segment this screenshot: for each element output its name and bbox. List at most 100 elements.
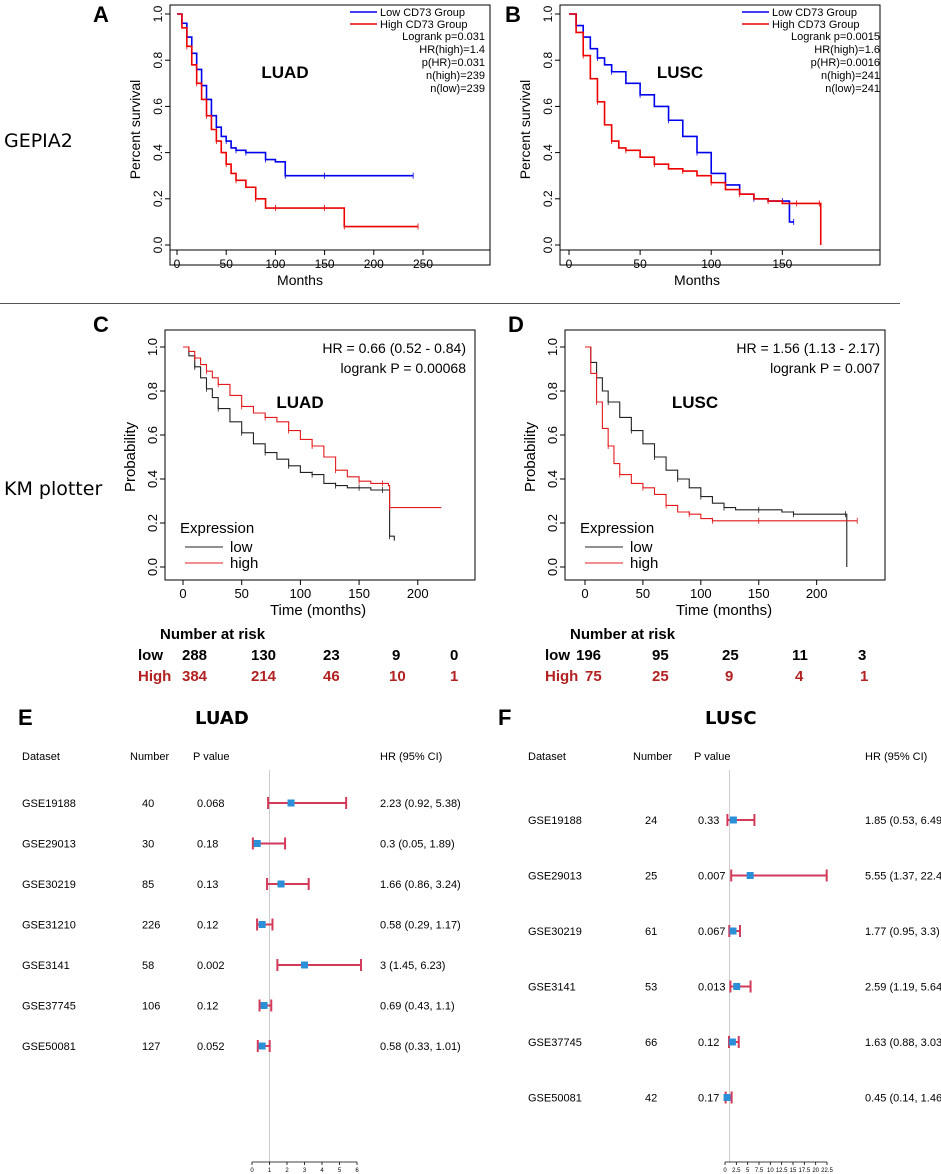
- panel-letter-c: C: [93, 312, 109, 337]
- e-hr-point: [260, 1002, 268, 1009]
- e-hr-point: [258, 921, 266, 928]
- e-hr-point: [287, 799, 295, 807]
- risk-high-value: 10: [389, 668, 406, 685]
- a-x-tick-label: 100: [265, 257, 285, 271]
- a-plot-frame: [169, 4, 491, 266]
- d-stat-text: logrank P = 0.007: [770, 360, 880, 376]
- e-row-pvalue: 0.068: [197, 798, 225, 810]
- f-hr-point: [723, 1094, 731, 1101]
- e-row-number: 58: [142, 960, 154, 972]
- e-row-pvalue: 0.12: [197, 1001, 218, 1013]
- e-column-header: Dataset: [22, 751, 60, 763]
- f-row-dataset: GSE29013: [528, 871, 582, 883]
- f-row-dataset: GSE50081: [528, 1093, 582, 1105]
- b-stat-text: n(low)=241: [825, 83, 880, 95]
- b-y-tick-label: 0.4: [541, 144, 555, 161]
- e-row-number: 30: [142, 839, 154, 851]
- b-stat-text: Logrank p=0.0015: [791, 31, 880, 43]
- a-legend-label: High CD73 Group: [380, 19, 467, 31]
- b-y-tick-label: 1.0: [541, 5, 555, 22]
- b-x-axis-label: Months: [674, 272, 720, 288]
- f-hr-point: [733, 983, 741, 990]
- e-row-dataset: GSE30219: [22, 879, 76, 891]
- e-row-pvalue: 0.002: [197, 960, 225, 972]
- risk-low-label: low: [138, 647, 163, 664]
- e-row-hr-label: 0.69 (0.43, 1.1): [380, 1001, 455, 1013]
- f-hr-point: [729, 927, 737, 935]
- e-row-hr-label: 3 (1.45, 6.23): [380, 960, 445, 972]
- f-x-tick-label: 7.5: [755, 1168, 764, 1174]
- a-y-tick-label: 0.4: [151, 144, 165, 161]
- c-y-axis-label: Probability: [122, 421, 139, 492]
- d-y-axis-label: Probability: [522, 421, 539, 492]
- e-row-pvalue: 0.13: [197, 879, 218, 891]
- panel-letter-b: B: [505, 2, 521, 27]
- forest-title-lusc: LUSC: [705, 708, 757, 729]
- risk-high-value: 46: [323, 668, 340, 685]
- a-stat-text: Logrank p=0.031: [402, 31, 485, 43]
- f-row-dataset: GSE37745: [528, 1037, 582, 1049]
- f-row-pvalue: 0.33: [698, 815, 719, 827]
- f-column-header: P value: [694, 751, 731, 763]
- d-x-axis-label: Time (months): [676, 602, 772, 619]
- e-row-dataset: GSE37745: [22, 1001, 76, 1013]
- f-row-number: 42: [645, 1093, 657, 1105]
- b-y-tick-label: 0.2: [541, 190, 555, 207]
- a-y-axis-label: Percent survival: [127, 80, 143, 180]
- panel-letter-f: F: [498, 705, 512, 730]
- f-row-pvalue: 0.013: [698, 982, 726, 994]
- d-curve-low: [585, 346, 848, 567]
- risk-high-value: 25: [652, 668, 669, 685]
- f-x-tick-label: 10: [767, 1168, 774, 1174]
- c-stat-text: logrank P = 0.00068: [341, 360, 467, 376]
- a-curve-low-cd73-group: [177, 13, 414, 177]
- risk-high-value: 1: [860, 668, 869, 685]
- c-y-tick-label: 0.6: [145, 426, 160, 444]
- d-cohort-label: LUSC: [672, 393, 718, 412]
- b-stat-text: p(HR)=0.0016: [811, 57, 880, 69]
- risk-low-value: 0: [450, 647, 459, 664]
- risk-high-value: 214: [251, 668, 277, 685]
- c-x-axis-label: Time (months): [270, 602, 366, 619]
- e-row-pvalue: 0.052: [197, 1041, 225, 1053]
- risk-high-value: 4: [795, 668, 804, 685]
- f-row-hr-label: 2.59 (1.19, 5.64): [865, 982, 941, 994]
- f-row-number: 24: [645, 815, 657, 827]
- c-x-tick-label: 200: [407, 586, 429, 601]
- f-row-dataset: GSE3141: [528, 982, 576, 994]
- risk-table-luad: Number at risk low 288 130 23 9 0 High 3…: [130, 626, 490, 689]
- e-hr-point: [301, 961, 308, 969]
- f-x-tick-label: 15: [790, 1168, 797, 1174]
- a-x-tick-label: 50: [220, 257, 234, 271]
- f-row-dataset: GSE30219: [528, 926, 582, 938]
- f-x-tick-label: 5: [746, 1168, 750, 1174]
- f-column-header: Number: [633, 751, 672, 763]
- risk-low-value: 288: [182, 647, 208, 664]
- c-y-tick-label: 0.0: [145, 558, 160, 576]
- b-curve-high-cd73-group: [569, 13, 822, 245]
- risk-high-value: 9: [725, 668, 734, 685]
- f-x-tick-label: 17.5: [798, 1168, 810, 1174]
- risk-title: Number at risk: [570, 626, 676, 643]
- risk-low-value: 196: [576, 647, 602, 664]
- e-column-header: Number: [130, 751, 169, 763]
- f-row-pvalue: 0.067: [698, 926, 726, 938]
- d-y-tick-label: 0.8: [545, 382, 560, 400]
- row-label-km: KM plotter: [4, 478, 103, 500]
- c-y-tick-label: 0.2: [145, 514, 160, 532]
- e-row-hr-label: 0.58 (0.29, 1.17): [380, 920, 461, 932]
- e-x-tick-label: 4: [320, 1168, 324, 1174]
- c-x-tick-label: 150: [348, 586, 370, 601]
- f-hr-point: [728, 1038, 736, 1046]
- f-column-header: Dataset: [528, 751, 566, 763]
- risk-high-value: 384: [182, 668, 208, 685]
- risk-title: Number at risk: [160, 626, 266, 643]
- f-row-pvalue: 0.007: [698, 871, 726, 883]
- e-x-tick-label: 6: [355, 1168, 359, 1174]
- panel-letter-d: D: [508, 312, 524, 337]
- d-stat-text: HR = 1.56 (1.13 - 2.17): [736, 340, 880, 356]
- c-x-tick-label: 0: [179, 586, 186, 601]
- f-row-pvalue: 0.12: [698, 1037, 719, 1049]
- f-row-number: 66: [645, 1037, 657, 1049]
- e-hr-point: [258, 1042, 266, 1050]
